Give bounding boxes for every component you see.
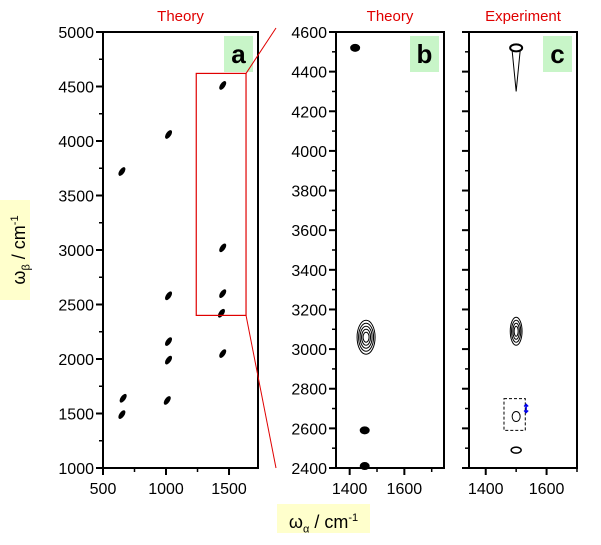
panel-c: Experiment c 1400 1600 <box>462 8 578 498</box>
peak-contour <box>359 325 373 349</box>
x-label-exp: -1 <box>348 512 359 524</box>
y-tick-label: 4000 <box>291 144 327 161</box>
y-tick-label: 5000 <box>58 25 94 42</box>
arrow-icon <box>523 403 529 414</box>
peak <box>219 349 227 358</box>
y-tick-label: 4500 <box>58 80 94 97</box>
peak-contour <box>512 322 520 340</box>
y-tick-label: 2500 <box>58 298 94 315</box>
peak-tail <box>511 50 521 92</box>
y-tick-label: 3000 <box>291 342 327 359</box>
zoom-region <box>195 72 247 316</box>
x-tick-label: 1000 <box>148 481 184 498</box>
peak <box>165 291 173 301</box>
peak-contour <box>511 319 522 343</box>
peak <box>219 243 227 253</box>
peak-contour <box>513 325 519 337</box>
panel-title: Theory <box>367 8 414 25</box>
y-label-symbol: ω <box>9 270 29 285</box>
panel-label-bg <box>543 36 572 72</box>
panel-label: a <box>231 39 246 69</box>
y-tick-label: 4000 <box>58 134 94 151</box>
x-label-sub: α <box>302 523 310 536</box>
panel-label: c <box>550 39 564 69</box>
peak <box>219 81 227 90</box>
y-tick-label: 2000 <box>58 352 94 369</box>
plot-frame <box>335 31 445 469</box>
plot-frame <box>102 31 259 469</box>
y-tick-label: 4200 <box>291 104 327 121</box>
y-tick-label: 1000 <box>58 461 94 478</box>
peak <box>217 308 225 318</box>
y-tick-label: 2800 <box>291 382 327 399</box>
peak <box>350 43 361 52</box>
x-tick-label: 1600 <box>387 481 423 498</box>
y-tick-label: 3200 <box>291 302 327 319</box>
peak <box>165 355 173 365</box>
y-tick-label: 2600 <box>291 421 327 438</box>
x-label-symbol: ω <box>288 512 303 532</box>
x-tick-label: 500 <box>90 481 117 498</box>
plot-frame <box>468 31 578 469</box>
panel-title: Theory <box>157 8 204 25</box>
panel-label-bg <box>410 36 439 72</box>
y-label-unit: / cm <box>9 225 29 265</box>
panel-a: Theory a 1000 1500 2000 2500 3000 3500 4000 4500 5… <box>58 8 259 498</box>
y-tick-label: 3800 <box>291 184 327 201</box>
x-tick-label: 1500 <box>211 481 247 498</box>
peak-contour <box>358 322 375 352</box>
zoom-connector-bottom <box>245 315 277 469</box>
y-axis-label: ωβ / cm-1 <box>0 200 33 300</box>
peak <box>163 396 171 405</box>
peak <box>165 130 173 139</box>
y-tick-label: 3400 <box>291 263 327 280</box>
x-tick-label: 1400 <box>332 481 368 498</box>
panel-title: Experiment <box>485 8 562 25</box>
peak-contour <box>361 328 372 346</box>
peak <box>165 337 173 346</box>
x-tick-label: 1600 <box>529 481 565 498</box>
peak-contour <box>362 331 370 343</box>
peak <box>510 446 522 454</box>
y-label-sub: β <box>20 264 33 271</box>
panel-label-bg <box>224 36 253 72</box>
panel-label: b <box>417 39 433 69</box>
y-label-exp: -1 <box>9 215 21 226</box>
peak <box>118 167 126 176</box>
y-tick-label: 3600 <box>291 223 327 240</box>
x-tick-label: 1400 <box>468 481 504 498</box>
peak <box>219 289 227 298</box>
zoom-connector-top <box>245 27 277 74</box>
y-tick-label: 1500 <box>58 407 94 424</box>
y-tick-label: 3000 <box>58 243 94 260</box>
x-label-unit: / cm <box>309 512 349 532</box>
peak-contour <box>509 316 523 346</box>
peak <box>509 43 524 53</box>
annotation-marker <box>511 410 521 422</box>
y-tick-label: 3500 <box>58 189 94 206</box>
x-axis-label: ωα / cm-1 <box>277 504 370 536</box>
y-tick-label: 2400 <box>291 461 327 478</box>
annotation-box <box>503 398 526 431</box>
peak <box>119 393 127 403</box>
peak <box>359 462 370 471</box>
peak-contour <box>356 319 376 355</box>
peak <box>359 426 370 435</box>
peak <box>118 410 126 419</box>
y-tick-label: 4600 <box>291 25 327 42</box>
y-tick-label: 4400 <box>291 65 327 82</box>
